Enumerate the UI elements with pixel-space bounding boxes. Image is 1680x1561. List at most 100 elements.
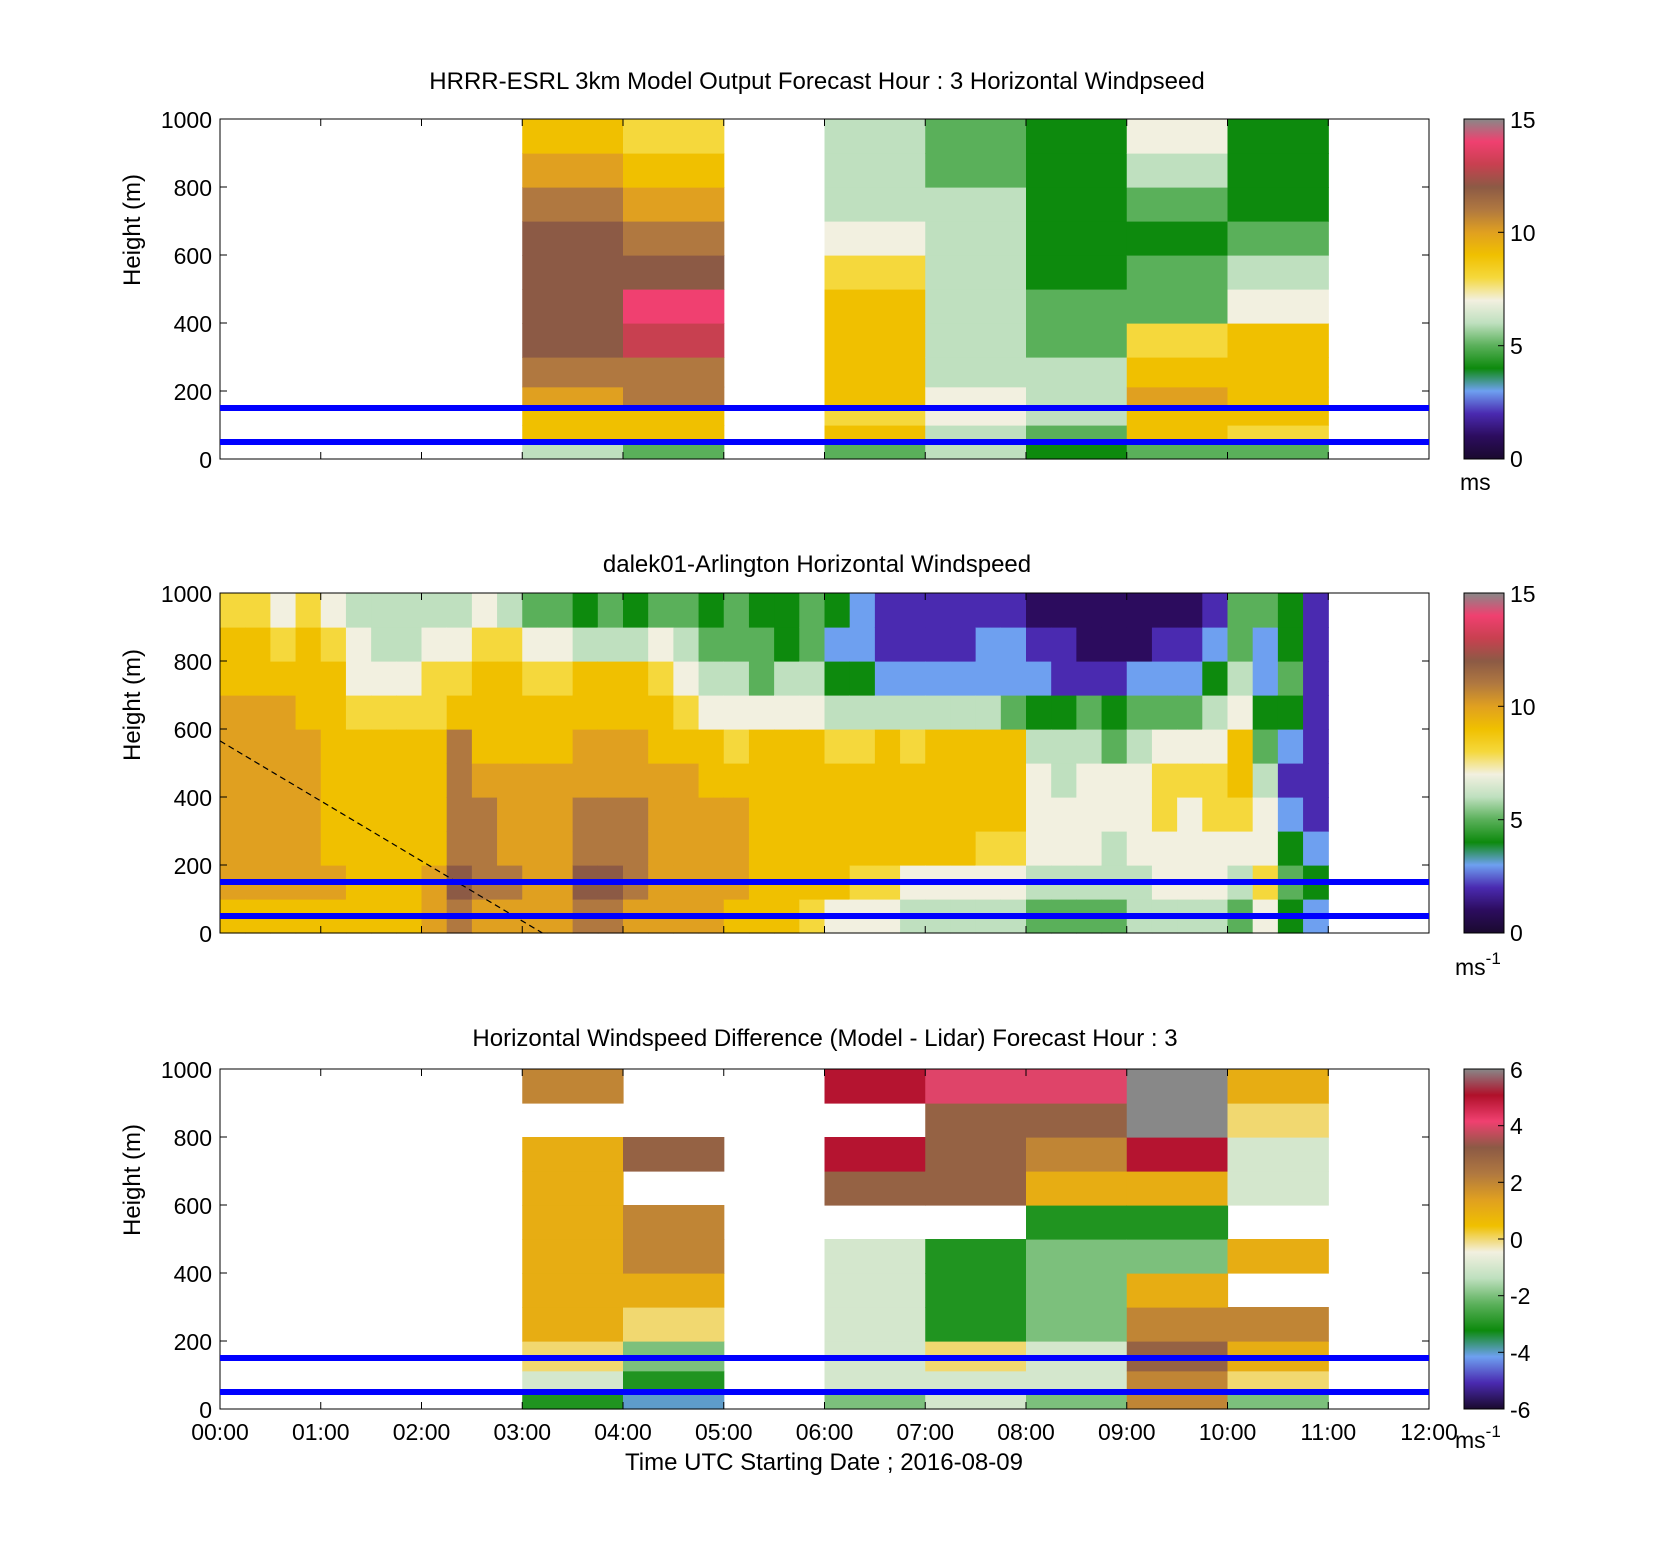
heatmap-cell xyxy=(1000,797,1027,832)
heatmap-cell xyxy=(623,425,725,443)
heatmap-cell xyxy=(723,593,750,628)
heatmap-cell xyxy=(1277,627,1304,662)
heatmap-cell xyxy=(648,627,674,662)
heatmap-cell xyxy=(774,593,800,628)
heatmap-cell xyxy=(723,729,750,764)
heatmap-cell xyxy=(799,695,826,730)
heatmap-cell xyxy=(925,1239,1027,1274)
heatmap-cell xyxy=(774,831,800,866)
heatmap-cell xyxy=(446,695,473,730)
heatmap-cell xyxy=(799,763,826,798)
heatmap-cell xyxy=(1202,661,1229,696)
heatmap-cell xyxy=(522,221,624,256)
heatmap-cell xyxy=(1126,255,1229,290)
heatmap-cell xyxy=(1252,593,1279,628)
heatmap-cell xyxy=(975,695,1002,730)
heatmap-cell xyxy=(1126,153,1229,188)
heatmap-cell xyxy=(975,593,1002,628)
heatmap-cell xyxy=(1227,386,1329,409)
y-tick-label: 800 xyxy=(174,175,212,201)
heatmap-cell xyxy=(1227,255,1329,290)
heatmap-cell xyxy=(1252,763,1279,798)
heatmap-cell xyxy=(925,386,1027,409)
heatmap-cell xyxy=(648,729,674,764)
heatmap-cell xyxy=(623,357,725,388)
heatmap-cell xyxy=(824,255,926,290)
heatmap-cell xyxy=(799,627,826,662)
heatmap-cell xyxy=(1277,729,1304,764)
heatmap-cell xyxy=(1126,1069,1229,1104)
heatmap-cell xyxy=(295,695,322,730)
heatmap-cell xyxy=(270,797,297,832)
heatmap-cell xyxy=(320,627,347,662)
heatmap-cell xyxy=(1026,1273,1128,1308)
heatmap-cell xyxy=(1026,323,1128,358)
heatmap-cell xyxy=(270,661,297,696)
heatmap-cell xyxy=(623,386,725,409)
heatmap-cell xyxy=(774,695,800,730)
y-tick-label: 1000 xyxy=(161,1057,212,1083)
heatmap-cell xyxy=(1177,627,1203,662)
x-tick-label: 11:00 xyxy=(1300,1419,1356,1445)
y-tick-label: 800 xyxy=(174,1125,212,1151)
heatmap-cell xyxy=(1076,593,1103,628)
panel-model-ticks xyxy=(219,118,1430,460)
heatmap-cell xyxy=(925,1273,1027,1308)
heatmap-cell xyxy=(522,323,624,358)
heatmap-cell xyxy=(421,797,448,832)
heatmap-cell xyxy=(1101,627,1128,662)
heatmap-cell xyxy=(345,627,372,662)
heatmap-cell xyxy=(824,729,851,764)
heatmap-cell xyxy=(1177,729,1203,764)
y-tick-label: 200 xyxy=(174,853,212,879)
colorbar-tick-label: -6 xyxy=(1510,1397,1530,1423)
heatmap-cell xyxy=(1026,255,1128,290)
heatmap-cell xyxy=(824,221,926,256)
heatmap-cell xyxy=(421,627,448,662)
heatmap-cell xyxy=(925,289,1027,324)
heatmap-cell xyxy=(1026,763,1052,798)
heatmap-cell xyxy=(1277,763,1304,798)
heatmap-cell xyxy=(900,695,926,730)
heatmap-cell xyxy=(1101,729,1128,764)
heatmap-cell xyxy=(1277,593,1304,628)
heatmap-cell xyxy=(1126,442,1229,460)
heatmap-cell xyxy=(1076,797,1103,832)
heatmap-cell xyxy=(1227,408,1329,426)
heatmap-cell xyxy=(1227,289,1329,324)
heatmap-cell xyxy=(1026,442,1128,460)
heatmap-cell xyxy=(1026,386,1128,409)
heatmap-cell xyxy=(623,1137,725,1172)
heatmap-cell xyxy=(345,661,372,696)
heatmap-cell xyxy=(421,695,448,730)
heatmap-cell xyxy=(1026,187,1128,222)
heatmap-cell xyxy=(345,593,372,628)
heatmap-cell xyxy=(547,797,574,832)
heatmap-cell xyxy=(824,1171,926,1206)
heatmap-cell xyxy=(1151,695,1178,730)
heatmap-cell xyxy=(497,797,523,832)
panel-difference-colorbar: 6 4 2 0 -2 -4 -6 ms-1 xyxy=(1455,1057,1531,1453)
heatmap-cell xyxy=(220,763,246,798)
colorbar-gradient-bar xyxy=(1463,1068,1505,1410)
panel-model-colorbar: 15 10 5 0 ms xyxy=(1460,107,1536,495)
heatmap-cell xyxy=(345,695,372,730)
heatmap-cell xyxy=(824,408,926,426)
heatmap-cell xyxy=(975,627,1002,662)
heatmap-cell xyxy=(446,627,473,662)
heatmap-cell xyxy=(1202,763,1229,798)
heatmap-cell xyxy=(799,729,826,764)
panel-difference-title: Horizontal Windspeed Difference (Model -… xyxy=(472,1025,1177,1052)
heatmap-cell xyxy=(1126,1103,1229,1138)
heatmap-cell xyxy=(1126,1273,1229,1308)
y-tick-label: 0 xyxy=(199,921,212,947)
heatmap-cell xyxy=(396,729,423,764)
heatmap-cell xyxy=(950,661,977,696)
heatmap-cell xyxy=(723,831,750,866)
heatmap-cell xyxy=(849,763,876,798)
heatmap-cell xyxy=(774,661,800,696)
heatmap-cell xyxy=(1026,661,1052,696)
heatmap-cell xyxy=(1051,627,1077,662)
y-tick-label: 1000 xyxy=(161,107,212,133)
